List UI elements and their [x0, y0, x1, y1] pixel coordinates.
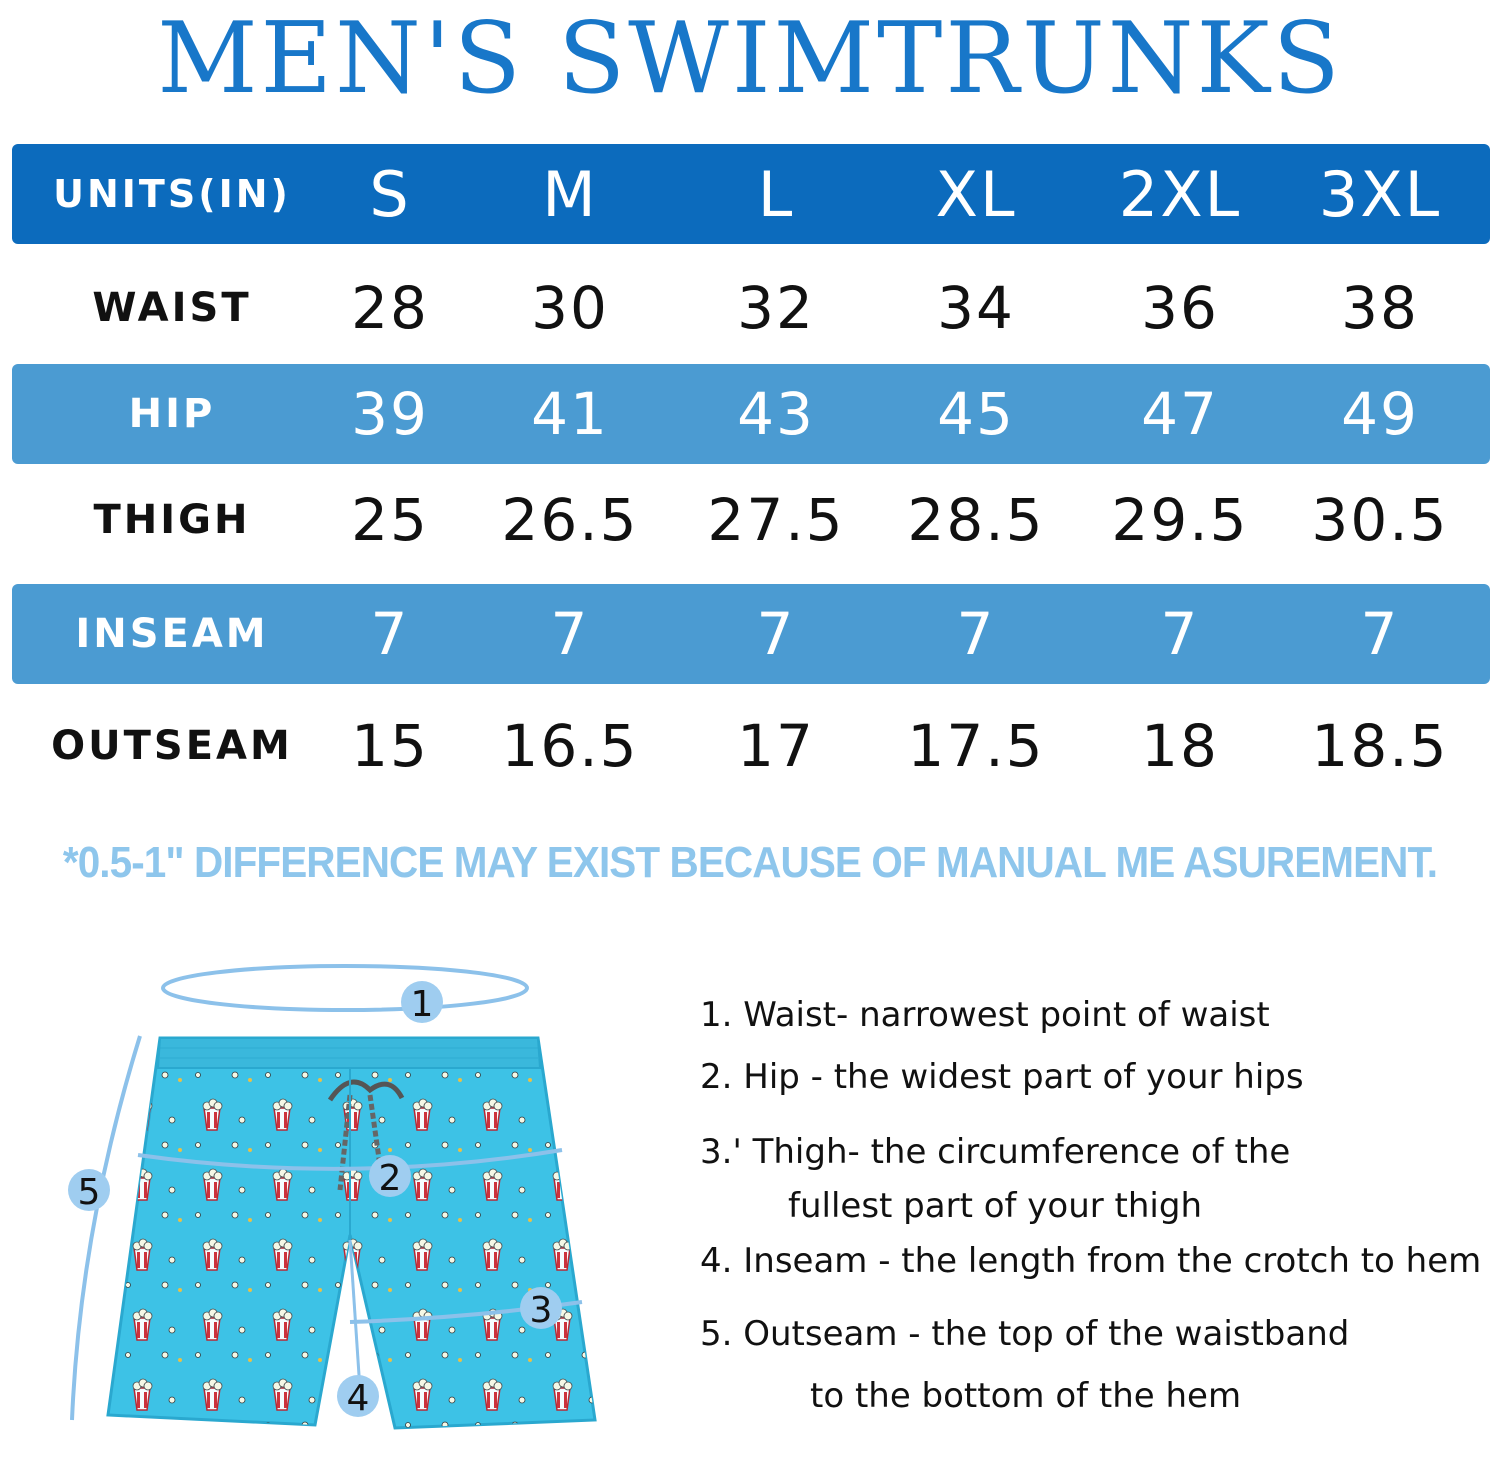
table-cell: 32	[737, 274, 815, 342]
svg-text:1: 1	[411, 984, 434, 1025]
row-label: OUTSEAM	[51, 723, 293, 769]
table-cell: 7	[756, 600, 796, 668]
table-cell: 7	[1160, 600, 1200, 668]
legend-item-thigh: 3.' Thigh- the circumference of the full…	[700, 1132, 1291, 1226]
svg-text:4: 4	[347, 1378, 370, 1419]
svg-text:3: 3	[530, 1290, 553, 1331]
page-title: MEN'S SWIMTRUNKS	[157, 2, 1343, 116]
table-cell: 36	[1141, 274, 1219, 342]
measurement-note: *0.5-1" DIFFERENCE MAY EXIST BECAUSE OF …	[62, 838, 1438, 887]
table-cell: 16.5	[501, 712, 639, 780]
table-cell: 7	[370, 600, 410, 668]
header-units-label: UNITS(IN)	[53, 172, 291, 216]
row-label: INSEAM	[75, 611, 269, 657]
row-label: THIGH	[93, 497, 251, 543]
legend-item-hip: 2. Hip - the widest part of your hips	[700, 1057, 1304, 1097]
table-row-waist: WAIST 28 30 32 34 36 38	[12, 258, 1490, 358]
swim-shorts-icon	[106, 1036, 597, 1430]
swim-shorts-diagram: 1 2 3 4 5	[68, 964, 597, 1430]
marker-4: 4	[337, 1375, 379, 1419]
table-cell: 29.5	[1111, 486, 1249, 554]
svg-text:2: 2	[379, 1158, 402, 1199]
table-cell: 7	[1360, 600, 1400, 668]
header-size-2xl: 2XL	[1118, 157, 1242, 231]
table-cell: 49	[1341, 380, 1419, 448]
outseam-measure-line	[70, 1035, 142, 1421]
table-cell: 30.5	[1311, 486, 1449, 554]
table-cell: 15	[351, 712, 429, 780]
svg-text:5: 5	[78, 1172, 101, 1213]
marker-1: 1	[401, 981, 443, 1025]
table-cell: 34	[937, 274, 1015, 342]
table-cell: 7	[956, 600, 996, 668]
table-cell: 26.5	[501, 486, 639, 554]
table-cell: 28	[351, 274, 429, 342]
table-cell: 41	[531, 380, 609, 448]
table-cell: 28.5	[907, 486, 1045, 554]
table-cell: 18	[1141, 712, 1219, 780]
table-cell: 7	[550, 600, 590, 668]
table-cell: 30	[531, 274, 609, 342]
waist-measure-ellipse	[161, 964, 529, 1012]
table-header-row: UNITS(IN) S M L XL 2XL 3XL	[12, 144, 1490, 244]
table-row-thigh: THIGH 25 26.5 27.5 28.5 29.5 30.5	[12, 470, 1490, 570]
table-cell: 17	[737, 712, 815, 780]
table-row-hip: HIP 39 41 43 45 47 49	[12, 364, 1490, 464]
table-cell: 45	[937, 380, 1015, 448]
header-size-l: L	[757, 157, 795, 231]
marker-3: 3	[520, 1287, 562, 1331]
table-cell: 17.5	[907, 712, 1045, 780]
table-cell: 39	[351, 380, 429, 448]
table-cell: 43	[737, 380, 815, 448]
header-size-m: M	[542, 157, 598, 231]
legend-item-waist: 1. Waist- narrowest point of waist	[700, 995, 1270, 1035]
header-size-3xl: 3XL	[1318, 157, 1442, 231]
table-cell: 27.5	[707, 486, 845, 554]
inseam-measure-line	[348, 1239, 362, 1391]
table-cell: 18.5	[1311, 712, 1449, 780]
marker-2: 2	[369, 1155, 411, 1199]
row-label: WAIST	[92, 285, 252, 331]
table-cell: 25	[351, 486, 429, 554]
legend-item-outseam: 5. Outseam - the top of the waistband to…	[700, 1314, 1350, 1416]
table-row-outseam: OUTSEAM 15 16.5 17 17.5 18 18.5	[12, 690, 1490, 802]
row-label: HIP	[128, 391, 216, 437]
header-size-xl: XL	[935, 157, 1017, 231]
table-cell: 38	[1341, 274, 1419, 342]
table-cell: 47	[1141, 380, 1219, 448]
legend-item-inseam: 4. Inseam - the length from the crotch t…	[700, 1241, 1482, 1281]
marker-5: 5	[68, 1169, 110, 1213]
hip-measure-line	[137, 1148, 563, 1171]
table-row-inseam: INSEAM 7 7 7 7 7 7	[12, 584, 1490, 684]
header-size-s: S	[369, 157, 411, 231]
